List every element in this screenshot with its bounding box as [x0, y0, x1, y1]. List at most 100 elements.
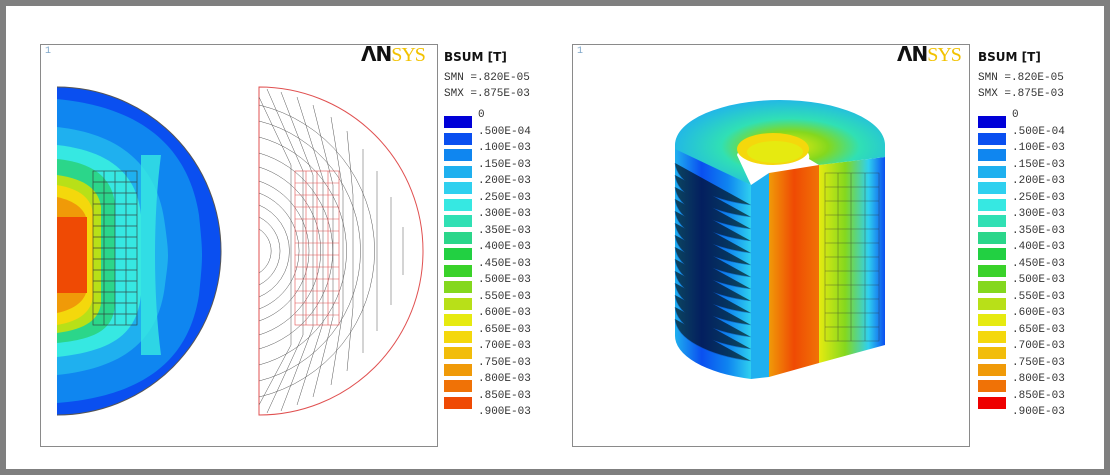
legend-entry: 0 — [444, 109, 574, 128]
legend-swatch — [978, 215, 1006, 227]
legend-swatch — [978, 248, 1006, 260]
legend-swatch — [444, 314, 472, 326]
legend-label: .600E-03 — [1012, 307, 1065, 319]
legend-swatch — [978, 347, 1006, 359]
legend-label: .700E-03 — [478, 340, 531, 352]
plot-panel-3d: 1 — [572, 44, 970, 447]
legend-entry: .400E-03 — [444, 241, 574, 260]
legend-swatch — [444, 396, 472, 409]
legend-swatch — [978, 380, 1006, 392]
legend-swatch — [978, 182, 1006, 194]
legend-entry: .800E-03 — [978, 373, 1108, 392]
legend-label: .500E-04 — [478, 125, 531, 138]
legend-swatch — [978, 281, 1006, 293]
legend-smn: SMN =.820E-05 — [444, 72, 530, 84]
legend-label: .800E-03 — [478, 373, 531, 385]
legend-label: .250E-03 — [1012, 191, 1065, 204]
contour-plot-2d — [56, 86, 424, 416]
legend-entry: .350E-03 — [978, 224, 1108, 244]
legend-label: .750E-03 — [1012, 356, 1065, 369]
legend-entry: .100E-03 — [978, 142, 1108, 161]
legend-entry: .750E-03 — [444, 356, 574, 376]
legend-label: .150E-03 — [478, 158, 531, 171]
legend-swatch — [444, 132, 472, 145]
legend-label: .350E-03 — [478, 224, 531, 237]
legend-label: .350E-03 — [1012, 224, 1065, 237]
cylinder-model — [674, 100, 885, 379]
legend-label: .900E-03 — [478, 406, 531, 418]
legend-entry: .900E-03 — [978, 406, 1108, 423]
legend-swatch — [978, 363, 1006, 376]
legend-title: BSUM [T] — [978, 50, 1041, 64]
plot-panel-2d: 1 — [40, 44, 438, 447]
legend-entry: .500E-04 — [978, 126, 1108, 145]
legend-entry: .450E-03 — [444, 258, 574, 277]
legend-swatch — [444, 165, 472, 178]
legend-swatch — [444, 297, 472, 310]
legend-smn: SMN =.820E-05 — [978, 72, 1064, 84]
legend-entry: 0 — [978, 109, 1108, 128]
legend-label: .850E-03 — [1012, 389, 1065, 402]
legend-swatch — [444, 215, 472, 227]
legend-swatch — [978, 165, 1006, 178]
legend-swatch — [978, 149, 1006, 161]
legend-swatch — [444, 248, 472, 260]
color-scale: 0 .500E-04 .100E-03 .150E-03 .200E-03 .250E-0… — [978, 109, 1108, 423]
legend-swatch — [444, 149, 472, 161]
window-number: 1 — [45, 46, 52, 57]
legend-label: .400E-03 — [1012, 241, 1065, 253]
ansys-logo: ΛΝSYS — [897, 44, 962, 66]
legend-label: 0 — [478, 109, 485, 121]
legend-label: .750E-03 — [478, 356, 531, 369]
legend-label: .700E-03 — [1012, 340, 1065, 352]
legend-entry: .450E-03 — [978, 257, 1108, 277]
legend-entry: .500E-04 — [444, 125, 574, 145]
legend-swatch — [978, 132, 1006, 145]
legend-smx: SMX =.875E-03 — [978, 88, 1064, 100]
legend-entry: .200E-03 — [444, 175, 574, 194]
legend-label: .550E-03 — [478, 290, 531, 303]
legend-entry: .650E-03 — [444, 324, 574, 343]
legend-swatch — [444, 281, 472, 293]
legend-label: .650E-03 — [1012, 323, 1065, 336]
legend-1: BSUM [T] SMN =.820E-05 SMX =.875E-03 0 .5… — [444, 50, 574, 423]
legend-label: .300E-03 — [1012, 208, 1065, 220]
legend-swatch — [978, 330, 1006, 343]
legend-entry: .350E-03 — [444, 224, 574, 244]
legend-entry: .550E-03 — [978, 291, 1108, 310]
legend-entry: .700E-03 — [444, 340, 574, 359]
legend-label: .300E-03 — [478, 208, 531, 220]
legend-entry: .200E-03 — [978, 175, 1108, 194]
legend-entry: .250E-03 — [444, 191, 574, 211]
legend-entry: .800E-03 — [444, 373, 574, 392]
legend-label: .850E-03 — [478, 389, 531, 402]
legend-swatch — [978, 116, 1006, 128]
legend-label: .450E-03 — [1012, 257, 1065, 270]
legend-label: .250E-03 — [478, 191, 531, 204]
legend-label: .800E-03 — [1012, 373, 1065, 385]
legend-swatch — [444, 330, 472, 343]
legend-entry: .550E-03 — [444, 290, 574, 310]
window-number: 1 — [577, 46, 584, 57]
legend-entry: .600E-03 — [444, 307, 574, 326]
legend-entry: .300E-03 — [444, 208, 574, 227]
legend-label: .600E-03 — [478, 307, 531, 319]
legend-entry: .850E-03 — [444, 389, 574, 409]
legend-label: .900E-03 — [1012, 406, 1065, 418]
legend-label: .200E-03 — [1012, 175, 1065, 187]
legend-label: .200E-03 — [478, 175, 531, 187]
legend-entry: .500E-03 — [444, 274, 574, 293]
color-scale: 0 .500E-04 .100E-03 .150E-03 .200E-03 .250E-0… — [444, 109, 574, 423]
legend-smx: SMX =.875E-03 — [444, 88, 530, 100]
legend-swatch — [978, 231, 1006, 244]
legend-swatch — [978, 297, 1006, 310]
legend-swatch — [444, 182, 472, 194]
legend-swatch — [978, 314, 1006, 326]
legend-entry: .400E-03 — [978, 241, 1108, 260]
legend-swatch — [978, 198, 1006, 211]
legend-entry: .700E-03 — [978, 340, 1108, 359]
legend-label: 0 — [1012, 109, 1019, 121]
legend-swatch — [444, 116, 472, 128]
legend-swatch — [978, 396, 1006, 409]
